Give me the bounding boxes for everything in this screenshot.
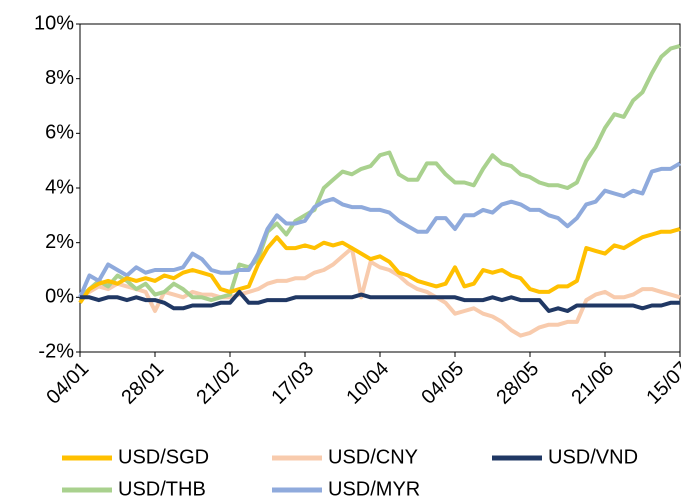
x-tick-label: 15/07 [642, 358, 681, 409]
series-line [79, 246, 681, 338]
series-line [78, 227, 681, 304]
y-tick-label: 4% [45, 176, 74, 198]
x-tick-label: 04/05 [417, 358, 468, 409]
series-line [78, 161, 681, 299]
legend-label: USD/VND [548, 446, 638, 468]
series-line [78, 43, 681, 303]
series-line [80, 289, 680, 313]
x-tick-label: 17/03 [267, 358, 318, 409]
y-tick-label: 6% [45, 122, 74, 144]
y-tick-label: 8% [45, 67, 74, 89]
legend-label: USD/MYR [328, 478, 420, 500]
y-tick-label: 10% [34, 12, 74, 34]
y-tick-label: 2% [45, 231, 74, 253]
x-tick-label: 21/06 [567, 358, 618, 409]
x-tick-label: 28/05 [492, 358, 543, 409]
x-tick-label: 04/01 [42, 358, 93, 409]
plot-frame [79, 23, 681, 353]
legend-label: USD/SGD [118, 446, 209, 468]
y-tick-label: -2% [38, 340, 74, 362]
legend-label: USD/CNY [328, 446, 418, 468]
legend-label: USD/THB [118, 478, 206, 500]
x-tick-label: 10/04 [342, 358, 393, 409]
y-tick-label: 0% [45, 286, 74, 308]
x-tick-label: 28/01 [117, 358, 168, 409]
x-tick-label: 21/02 [192, 358, 243, 409]
